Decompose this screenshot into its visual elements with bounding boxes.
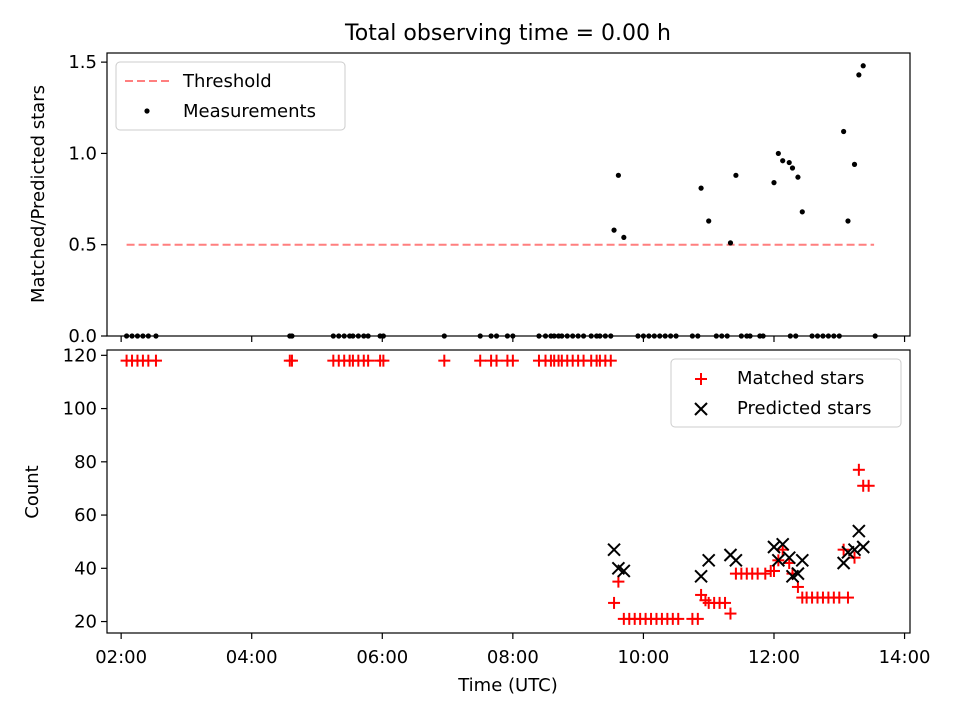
bottom-x-tick-label: 12:00 [748,647,800,668]
predicted-star-point [795,553,809,568]
predicted-star-point [694,569,708,584]
legend-measurements-label: Measurements [183,101,316,122]
bottom-legend: Matched stars Predicted stars [670,358,902,428]
measurement-point [851,161,858,167]
bottom-x-axis-label: Time (UTC) [457,675,558,696]
top-y-tick-label: 1.5 [68,52,97,73]
legend-threshold-label: Threshold [182,71,272,92]
matched-star-point [490,354,503,367]
measurement-point [845,218,851,224]
bottom-y-tick-label: 60 [74,505,97,526]
measurement-point [795,174,801,180]
bottom-x-tick-label: 04:00 [226,647,278,668]
top-y-axis: 0.0 0.5 1.0 1.5 [68,52,107,347]
matched-star-point [791,580,804,593]
matched-star-point [837,543,850,556]
matched-star-point [506,354,519,367]
predicted-star-point [775,537,790,552]
bottom-y-tick-label: 20 [74,612,97,633]
legend-predicted-marker [694,402,708,416]
bottom-y-tick-label: 40 [74,558,97,579]
legend-matched-marker [695,373,707,385]
top-y-tick-label: 0.0 [68,326,97,347]
measurement-point [786,159,792,166]
matched-star-point [862,479,875,492]
measurement-point [841,128,847,135]
matched-star-point [612,575,625,588]
bottom-plot-frame [106,349,911,634]
bottom-x-tick-label: 14:00 [879,647,931,668]
bottom-x-tick-label: 06:00 [356,647,408,668]
bottom-y-tick-label: 100 [63,399,97,420]
matched-star-point [149,354,162,367]
predicted-star-point [607,542,621,557]
predicted-star-point [847,542,862,557]
measurement-point [775,150,781,157]
matched-star-point [841,591,854,604]
measurement-point [771,180,777,186]
matched-star-point [362,354,375,367]
bottom-y-axis-label: Count [22,465,43,518]
top-legend: Threshold Measurements [115,61,346,131]
top-legend-box [115,61,346,131]
bottom-y-tick-label: 120 [63,345,97,366]
matched-star-point [724,607,737,620]
measurement-point [799,209,805,215]
matched-star-point [672,612,685,625]
measurement-point [789,165,796,171]
matched-star-point [377,354,390,367]
matched-star-point [285,354,298,367]
predicted-star-point [729,553,743,568]
legend-matched-label: Matched stars [737,368,864,389]
matched-star-point [852,463,865,476]
bottom-panel: 20 40 60 80 100 120 02:00 04:00 06:00 08:00 10:00… [22,345,930,696]
predicted-star-point [782,550,796,565]
predicted-star-point [771,553,786,568]
matched-star-point [759,567,772,580]
predicted-star-point [836,556,851,570]
measurement-point [615,172,621,178]
bottom-x-tick-label: 10:00 [617,647,669,668]
top-marks [123,63,878,339]
measurement-point [727,240,734,246]
measurement-point [780,158,786,164]
measurement-point [733,172,739,178]
measurement-point [860,63,866,69]
matched-star-point [767,564,780,577]
measurement-point [621,234,627,241]
bottom-y-tick-label: 80 [74,452,97,473]
predicted-star-point [852,524,866,538]
measurement-point [698,185,704,191]
bottom-legend-box [670,358,902,428]
legend-measurements-marker [144,108,150,114]
top-panel: 0.0 0.5 1.0 1.5 Matched/Predicted stars Thr… [28,52,911,347]
matched-star-point [438,354,451,367]
matched-star-point [608,596,621,609]
predicted-star-point [701,553,716,568]
legend-predicted-label: Predicted stars [737,398,871,419]
top-x-ticks [120,336,906,342]
predicted-star-point [856,540,870,554]
predicted-star-point [767,540,781,554]
top-plot-frame [106,52,911,337]
top-y-axis-label: Matched/Predicted stars [28,85,49,303]
top-y-tick-label: 1.0 [68,143,97,164]
measurement-point [856,72,862,78]
figure-title: Total observing time = 0.00 h [344,21,671,46]
bottom-marks [120,354,875,625]
matched-star-point [719,596,732,609]
measurement-point [611,227,617,233]
predicted-star-point [791,566,805,581]
bottom-x-axis: 02:00 04:00 06:00 08:00 10:00 12:00 14:00 [95,633,930,668]
top-y-tick-label: 0.5 [68,235,97,256]
bottom-x-tick-label: 02:00 [95,647,147,668]
matched-star-point [691,612,704,625]
bottom-y-axis: 20 40 60 80 100 120 [63,345,107,633]
matched-star-point [474,354,487,367]
matched-star-point [604,354,617,367]
bottom-x-tick-label: 08:00 [487,647,539,668]
measurement-point [706,218,712,224]
predicted-star-point [617,564,631,578]
